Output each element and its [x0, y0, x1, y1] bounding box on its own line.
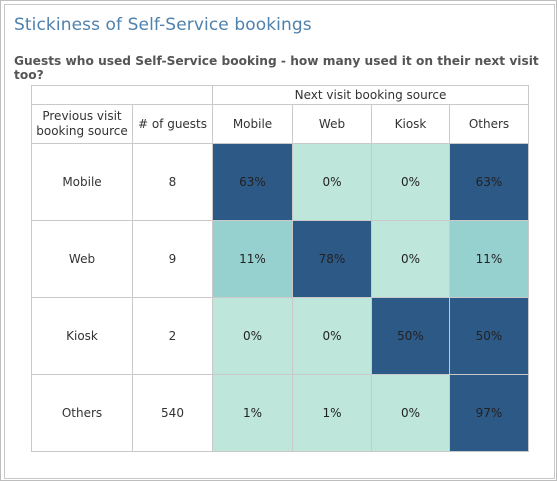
guest-count-web: 9	[132, 220, 213, 298]
heat-cell-kiosk-others: 50%	[449, 297, 529, 375]
guest-count-mobile: 8	[132, 143, 213, 221]
chart-subtitle: Guests who used Self-Service booking - h…	[14, 54, 539, 82]
table-row-kiosk: Kiosk 2 0% 0% 50% 50%	[31, 297, 529, 375]
column-header-others: Others	[449, 104, 529, 144]
heat-cell-kiosk-mobile: 0%	[212, 297, 293, 375]
row-label-others: Others	[31, 374, 133, 452]
previous-visit-header: Previous visit booking source	[31, 104, 133, 144]
heat-cell-mobile-web: 0%	[292, 143, 372, 221]
heat-cell-others-kiosk: 0%	[371, 374, 450, 452]
heat-cell-others-web: 1%	[292, 374, 372, 452]
heatmap-body: Mobile 8 63% 0% 0% 63% Web 9 11% 78% 0% 11% Kiosk 2 0%…	[31, 143, 529, 452]
heat-cell-mobile-others: 63%	[449, 143, 529, 221]
heat-cell-kiosk-web: 0%	[292, 297, 372, 375]
table-row-others: Others 540 1% 1% 0% 97%	[31, 374, 529, 452]
guest-count-others: 540	[132, 374, 213, 452]
table-row-mobile: Mobile 8 63% 0% 0% 63%	[31, 143, 529, 221]
next-visit-header: Next visit booking source	[212, 85, 529, 105]
heat-cell-mobile-kiosk: 0%	[371, 143, 450, 221]
row-label-mobile: Mobile	[31, 143, 133, 221]
column-header-mobile: Mobile	[212, 104, 293, 144]
guests-count-header: # of guests	[132, 104, 213, 144]
column-header-kiosk: Kiosk	[371, 104, 450, 144]
dashboard-panel	[4, 4, 555, 479]
row-label-web: Web	[31, 220, 133, 298]
guest-count-kiosk: 2	[132, 297, 213, 375]
heatmap-table: Next visit booking source Previous visit…	[31, 85, 529, 452]
heat-cell-kiosk-kiosk: 50%	[371, 297, 450, 375]
chart-title: Stickiness of Self-Service bookings	[14, 15, 312, 35]
header-blank	[31, 85, 213, 105]
heat-cell-web-mobile: 11%	[212, 220, 293, 298]
table-row-web: Web 9 11% 78% 0% 11%	[31, 220, 529, 298]
heat-cell-web-others: 11%	[449, 220, 529, 298]
column-header-web: Web	[292, 104, 372, 144]
heat-cell-web-kiosk: 0%	[371, 220, 450, 298]
heat-cell-web-web: 78%	[292, 220, 372, 298]
heat-cell-others-mobile: 1%	[212, 374, 293, 452]
row-label-kiosk: Kiosk	[31, 297, 133, 375]
heat-cell-others-others: 97%	[449, 374, 529, 452]
heat-cell-mobile-mobile: 63%	[212, 143, 293, 221]
